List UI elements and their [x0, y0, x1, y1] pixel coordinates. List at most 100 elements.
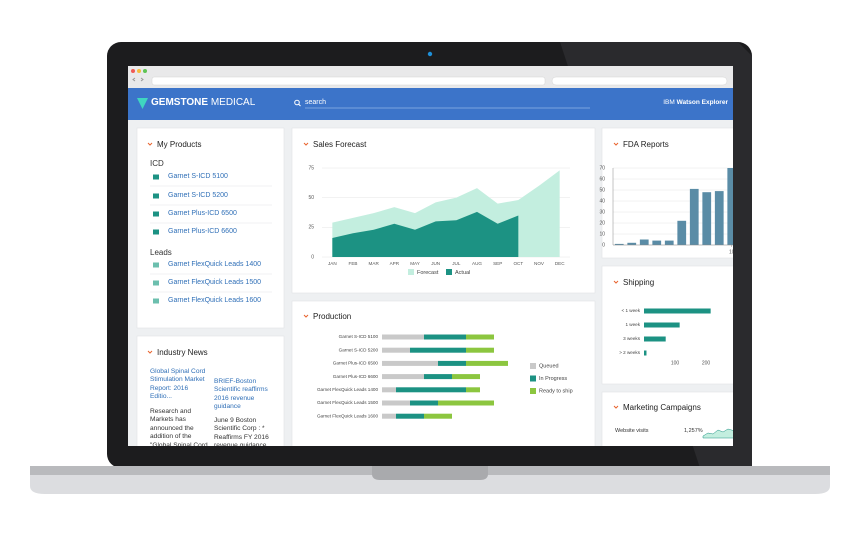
campaign-label: Website visits	[615, 428, 649, 434]
bar	[664, 240, 674, 245]
group-label: ICD	[150, 159, 164, 168]
dashboard: 0 25 50 75 JAN FEB MAR APR MAY JUN JUL AUG SEP OCT NOV…	[128, 69, 733, 446]
category-label: Garnet S-ICD 5200	[339, 347, 379, 352]
app-header	[128, 88, 733, 120]
legend-swatch	[408, 269, 414, 275]
bar	[644, 336, 666, 342]
window-zoom[interactable]	[143, 69, 147, 73]
legend-label: Actual	[455, 270, 470, 276]
category-label: Garnet Plus-ICD 6500	[333, 361, 379, 366]
bar	[424, 374, 452, 380]
bar	[396, 413, 424, 419]
bar	[466, 387, 480, 393]
panel	[291, 300, 596, 446]
product-link[interactable]: Garnet S-ICD 5200	[168, 192, 228, 199]
x-tick-label: 200	[702, 360, 711, 366]
y-tick-label: 70	[599, 165, 605, 171]
panel-title: My Products	[157, 140, 202, 149]
chevron[interactable]	[303, 142, 309, 146]
bar	[466, 347, 494, 353]
area	[332, 211, 519, 257]
category-label: Garnet FlexQuick Leads 1500	[317, 400, 378, 405]
vendor-name: IBM	[663, 99, 675, 106]
sparkline	[702, 428, 733, 439]
bar	[438, 400, 494, 406]
bar	[614, 243, 624, 245]
chevron[interactable]	[303, 314, 309, 318]
x-tick-label: 10	[729, 249, 733, 255]
address-bar[interactable]	[151, 76, 546, 86]
legend-swatch	[530, 388, 536, 394]
product-icon	[153, 229, 159, 235]
product-link[interactable]: Garnet FlexQuick Leads 1600	[168, 297, 261, 304]
product-link[interactable]: Garnet Plus-ICD 6500	[168, 210, 237, 217]
y-tick-label: 10	[599, 231, 605, 237]
x-tick-label: APR	[390, 261, 400, 266]
camera	[427, 51, 433, 57]
x-tick-label: JAN	[328, 261, 337, 266]
bar	[639, 239, 649, 245]
bar	[644, 322, 680, 328]
browser-search[interactable]	[551, 76, 728, 86]
panel-title: Marketing Campaigns	[623, 403, 701, 412]
legend-label: Forecast	[417, 270, 439, 276]
brand-suffix: MEDICAL	[210, 97, 256, 108]
product-link[interactable]: Garnet Plus-ICD 6600	[168, 228, 237, 235]
bar	[382, 347, 410, 353]
chevron[interactable]	[147, 142, 153, 146]
category-label: < 1 week	[621, 308, 640, 313]
bar	[438, 360, 466, 366]
y-tick-label: 50	[308, 195, 314, 201]
bar	[652, 240, 662, 245]
brand-name: GEMSTONE	[151, 97, 209, 108]
product-icon	[153, 174, 159, 180]
y-tick-label: 30	[599, 209, 605, 215]
news-headline[interactable]: Global Spinal Cord Stimulation Market Re…	[150, 368, 206, 401]
category-label: 3 weeks	[623, 336, 641, 341]
nav-arrows[interactable]	[132, 77, 144, 82]
product-link[interactable]: Garnet S-ICD 5100	[168, 173, 228, 180]
bar	[382, 387, 396, 393]
bar	[714, 191, 724, 245]
chevron[interactable]	[147, 350, 153, 354]
y-tick-label: 20	[599, 220, 605, 226]
panel-title: Shipping	[623, 278, 655, 287]
bar	[382, 413, 396, 419]
bar	[727, 168, 733, 245]
product-link[interactable]: Garnet FlexQuick Leads 1400	[168, 261, 261, 268]
product-icon	[153, 280, 159, 286]
campaign-value: 1,257%	[684, 428, 703, 434]
bar	[382, 400, 410, 406]
panel-title: Sales Forecast	[313, 140, 367, 149]
category-label: Garnet S-ICD 5100	[339, 334, 379, 339]
y-tick-label: 25	[308, 225, 314, 231]
x-tick-label: FEB	[349, 261, 358, 266]
y-tick-label: 75	[308, 165, 314, 171]
bar	[689, 188, 699, 245]
chevron[interactable]	[613, 405, 619, 409]
legend-label: In Progress	[539, 376, 567, 382]
search-input[interactable]: search	[305, 99, 327, 106]
window-minimize[interactable]	[137, 69, 141, 73]
panel	[136, 335, 285, 446]
legend-swatch	[530, 375, 536, 382]
bar	[466, 334, 494, 340]
legend-label: Ready to ship	[539, 388, 573, 394]
news-summary: Research and Markets has announced the a…	[150, 408, 208, 449]
news-headline[interactable]: BRIEF-Boston Scientific reaffirms 2016 r…	[214, 378, 268, 411]
product-name: Watson Explorer	[676, 99, 728, 106]
x-tick-label: OCT	[513, 261, 523, 266]
bar	[452, 374, 480, 380]
chevron[interactable]	[613, 280, 619, 284]
group-label: Leads	[150, 248, 172, 257]
x-tick-label: AUG	[472, 261, 482, 266]
product-icon	[153, 211, 159, 217]
legend-swatch	[446, 269, 452, 275]
panel-title: Production	[313, 312, 352, 321]
y-tick-label: 0	[602, 242, 605, 248]
chevron[interactable]	[613, 142, 619, 146]
product-link[interactable]: Garnet FlexQuick Leads 1500	[168, 279, 261, 286]
panel	[601, 127, 733, 259]
window-close[interactable]	[131, 69, 135, 73]
